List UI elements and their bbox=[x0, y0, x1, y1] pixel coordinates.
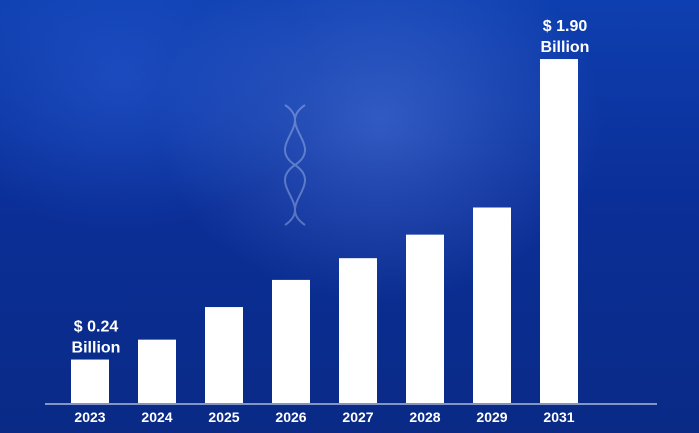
bar-2027 bbox=[339, 258, 377, 403]
dna-helix-decoration bbox=[284, 104, 306, 226]
data-label-2023-line2: Billion bbox=[72, 340, 121, 357]
x-tick-label-2025: 2025 bbox=[208, 409, 239, 425]
x-tick-label-2024: 2024 bbox=[141, 409, 172, 425]
bar-2023 bbox=[71, 359, 109, 403]
bar-2025 bbox=[205, 307, 243, 403]
bar-2031 bbox=[540, 59, 578, 404]
x-tick-label-2023: 2023 bbox=[74, 409, 105, 425]
bar-2026 bbox=[272, 279, 310, 403]
x-tick-label-2028: 2028 bbox=[409, 409, 440, 425]
x-tick-label-2031: 2031 bbox=[543, 409, 574, 425]
x-tick-label-2027: 2027 bbox=[342, 409, 373, 425]
data-label-2031-line1: $ 1.90 bbox=[543, 18, 588, 35]
data-label-2031-line2: Billion bbox=[541, 39, 590, 56]
x-tick-label-2026: 2026 bbox=[275, 409, 306, 425]
bar-2028 bbox=[406, 234, 444, 403]
x-tick-label-2029: 2029 bbox=[476, 409, 507, 425]
data-label-2023-line1: $ 0.24 bbox=[74, 319, 119, 336]
bar-2029 bbox=[473, 207, 511, 403]
bar-2024 bbox=[138, 339, 176, 403]
